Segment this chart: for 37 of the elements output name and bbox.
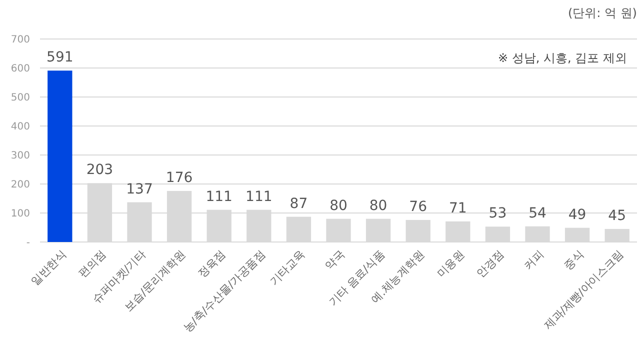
data-label: 176 xyxy=(166,170,193,186)
bar xyxy=(48,70,72,242)
data-label: 54 xyxy=(528,205,546,222)
bar xyxy=(406,220,430,242)
text: (단위: 억 원) xyxy=(568,6,637,20)
x-tick-label: 커피 xyxy=(522,248,546,272)
bar xyxy=(366,218,391,242)
data-label: 45 xyxy=(608,208,626,224)
bar xyxy=(446,221,470,242)
y-tick-label: 700 xyxy=(10,34,30,46)
data-label: 591 xyxy=(46,50,74,66)
bar xyxy=(485,226,510,242)
y-tick-label: 200 xyxy=(10,180,30,190)
bar xyxy=(604,228,630,242)
data-label: 111 xyxy=(246,188,272,205)
data-label: 76 xyxy=(409,198,428,215)
bar xyxy=(326,218,351,242)
data-label: 80 xyxy=(330,198,348,214)
bar xyxy=(564,228,590,242)
data-label: 80 xyxy=(369,198,388,214)
data-label: 111 xyxy=(206,188,232,205)
data-label: 87 xyxy=(290,196,308,212)
data-label: 53 xyxy=(488,206,507,222)
x-tick-label: 약국 xyxy=(322,248,348,272)
data-label: 203 xyxy=(86,162,114,178)
data-label: 137 xyxy=(126,181,153,198)
data-label: 49 xyxy=(568,206,586,223)
y-tick-label: 500 xyxy=(10,92,30,104)
y-tick-label: 100 xyxy=(10,208,30,220)
data-label: 71 xyxy=(448,200,467,216)
y-tick-label: 400 xyxy=(10,122,30,132)
y-tick-label: 300 xyxy=(10,150,30,162)
y-tick-label: - xyxy=(26,238,30,248)
bar xyxy=(525,226,550,242)
bar xyxy=(286,216,312,242)
annotation: ※ 성남, 시흥, 김포 제외 xyxy=(498,51,627,65)
y-tick-label: 600 xyxy=(10,64,30,74)
